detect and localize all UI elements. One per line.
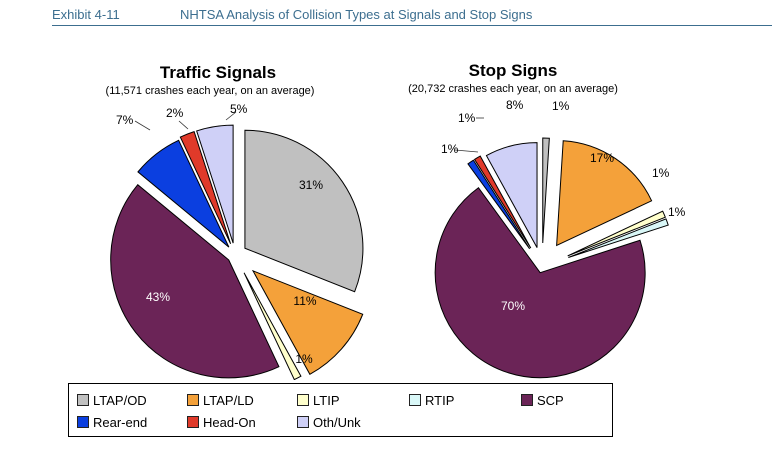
traffic-signals-label-ltip: 1% (295, 352, 313, 366)
stop-signs-slice-ltap-od (542, 137, 550, 244)
traffic-signals-leader-head-on (178, 120, 189, 130)
traffic-signals-label-head-on: 2% (166, 106, 184, 120)
stop-signs-pie: 1% 17% 1% 1% 70% 1% 1% 8% (434, 98, 686, 379)
stop-signs-label-rear-end: 1% (441, 142, 459, 156)
stop-signs-slice-ltap-ld (556, 140, 653, 247)
traffic-signals-slice-ltip (243, 272, 302, 380)
stop-signs-slice-rear-end (467, 159, 531, 250)
stop-signs-label-ltap-ld: 17% (590, 151, 614, 165)
legend-swatch-rtip (409, 394, 421, 406)
legend-swatch-head-on (187, 416, 199, 428)
legend-label-scp: SCP (537, 393, 564, 408)
stop-signs-slice-rtip (568, 218, 669, 258)
exhibit-title: NHTSA Analysis of Collision Types at Sig… (180, 7, 533, 22)
legend-item-ltap-od: LTAP/OD (77, 392, 147, 410)
legend-label-head-on: Head-On (203, 415, 256, 430)
legend-swatch-scp (521, 394, 533, 406)
stop-signs-label-head-on: 1% (458, 111, 476, 125)
legend-item-rtip: RTIP (409, 392, 454, 410)
legend-item-ltap-ld: LTAP/LD (187, 392, 254, 410)
legend-item-rear-end: Rear-end (77, 414, 147, 432)
stop-signs-subtitle: (20,732 crashes each year, on an average… (408, 83, 618, 95)
legend-label-oth-unk: Oth/Unk (313, 415, 361, 430)
traffic-signals-slice-scp (110, 183, 280, 379)
stop-signs-slice-oth-unk (485, 142, 538, 248)
stop-signs-leader-rear-end (454, 149, 479, 153)
stop-signs-title: Stop Signs (469, 61, 558, 80)
traffic-signals-slice-rear-end (137, 139, 230, 248)
legend-label-rtip: RTIP (425, 393, 455, 408)
traffic-signals-title: Traffic Signals (160, 63, 276, 82)
legend-swatch-ltip (297, 394, 309, 406)
legend-item-oth-unk: Oth/Unk (297, 414, 361, 432)
stop-signs-slice-head-on (473, 155, 532, 249)
traffic-signals-slice-ltap-od (244, 129, 364, 293)
legend-label-ltip: LTIP (313, 393, 340, 408)
stop-signs-label-oth-unk: 8% (506, 98, 524, 112)
stop-signs-label-ltap-od: 1% (552, 99, 570, 113)
stop-signs-slice-ltip (567, 210, 666, 257)
legend-item-head-on: Head-On (187, 414, 256, 432)
legend: LTAP/OD LTAP/LD LTIP RTIP SCP Rear-end H… (68, 383, 613, 437)
legend-swatch-rear-end (77, 416, 89, 428)
traffic-signals-label-ltap-ld: 11% (293, 294, 316, 308)
traffic-signals-pie: 31% 11% 1% 43% 7% 2% 5% (110, 102, 364, 380)
traffic-signals-leader-oth-unk (225, 111, 237, 121)
legend-item-ltip: LTIP (297, 392, 340, 410)
traffic-signals-subtitle: (11,571 crashes each year, on an average… (106, 85, 315, 97)
stop-signs-label-ltip: 1% (652, 166, 670, 180)
traffic-signals-label-oth-unk: 5% (230, 102, 248, 116)
traffic-signals-slice-head-on (179, 130, 232, 245)
traffic-signals-slice-ltap-ld (251, 269, 364, 375)
legend-label-rear-end: Rear-end (93, 415, 148, 430)
traffic-signals-slice-oth-unk (196, 124, 234, 244)
stop-signs-slice-scp (434, 187, 646, 379)
stop-signs-label-scp: 70% (501, 299, 525, 313)
exhibit-header: Exhibit 4-11 NHTSA Analysis of Collision… (52, 7, 772, 26)
legend-swatch-ltap-od (77, 394, 89, 406)
traffic-signals-leader-rear-end (134, 120, 151, 131)
legend-label-ltap-ld: LTAP/LD (203, 393, 254, 408)
legend-swatch-ltap-ld (187, 394, 199, 406)
legend-label-ltap-od: LTAP/OD (93, 393, 147, 408)
traffic-signals-label-scp: 43% (146, 290, 170, 304)
legend-item-scp: SCP (521, 392, 564, 410)
traffic-signals-label-rear-end: 7% (116, 113, 134, 127)
pie-charts: Traffic Signals (11,571 crashes each yea… (106, 61, 686, 380)
exhibit-number: Exhibit 4-11 (52, 7, 120, 22)
legend-swatch-oth-unk (297, 416, 309, 428)
traffic-signals-label-ltap-od: 31% (299, 178, 323, 192)
stop-signs-label-rtip: 1% (668, 205, 686, 219)
